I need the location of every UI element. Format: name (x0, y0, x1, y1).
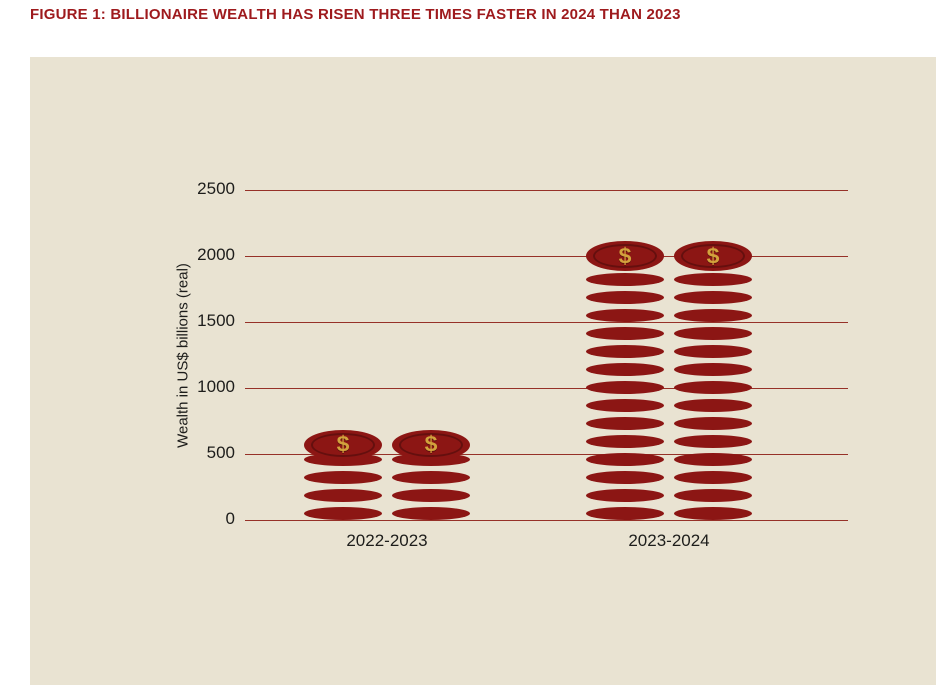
dollar-icon: $ (618, 243, 632, 268)
coin (586, 453, 664, 466)
coin (674, 435, 752, 448)
coin (586, 327, 664, 340)
coin (304, 507, 382, 520)
x-tick-label-2023-2024: 2023-2024 (628, 531, 710, 550)
coin (674, 327, 752, 340)
coin (674, 507, 752, 520)
coin (674, 291, 752, 304)
coin (586, 273, 664, 286)
coin (392, 507, 470, 520)
coin (586, 363, 664, 376)
coin-ring (399, 432, 463, 457)
chart-panel: Wealth in US$ billions (real) 2022-2023 … (30, 57, 936, 685)
dollar-icon: $ (706, 243, 720, 268)
coin (674, 399, 752, 412)
coin (586, 291, 664, 304)
coin (586, 471, 664, 484)
coin (586, 345, 664, 358)
coin-ring (311, 432, 375, 457)
gridline-1000 (245, 388, 848, 389)
coin (586, 435, 664, 448)
coin (586, 507, 664, 520)
coin-ring (681, 244, 745, 268)
y-tick-label-2500: 2500 (197, 179, 235, 198)
coin (586, 381, 664, 394)
coin-top-face: $ (586, 241, 664, 271)
coin (674, 489, 752, 502)
coin (674, 417, 752, 430)
dollar-icon: $ (424, 431, 438, 457)
x-tick-label-2022-2023: 2022-2023 (346, 531, 428, 550)
coin-stack-2023-2024-1: $ (586, 239, 664, 520)
coin-stack-2022-2023-1: $ (304, 428, 382, 520)
coin-top-face: $ (304, 429, 382, 460)
coin (586, 399, 664, 412)
gridline-0 (245, 520, 848, 521)
dollar-icon: $ (336, 431, 350, 457)
figure-title: FIGURE 1: BILLIONAIRE WEALTH HAS RISEN T… (30, 6, 681, 23)
coin (392, 471, 470, 484)
y-tick-label-0: 0 (225, 509, 235, 528)
y-axis-title: Wealth in US$ billions (real) (174, 263, 192, 448)
coin (304, 471, 382, 484)
gridline-500 (245, 454, 848, 455)
coin (674, 381, 752, 394)
gridline-2500 (245, 190, 848, 191)
gridline-2000 (245, 256, 848, 257)
gridline-1500 (245, 322, 848, 323)
coin-stack-2023-2024-2: $ (674, 239, 752, 520)
coin (586, 417, 664, 430)
coin (392, 489, 470, 502)
coin-top-face: $ (674, 241, 752, 271)
coin (674, 309, 752, 322)
y-tick-label-2000: 2000 (197, 245, 235, 264)
coin-top-face: $ (392, 429, 470, 460)
y-tick-label-500: 500 (206, 443, 235, 462)
y-tick-label-1500: 1500 (197, 311, 235, 330)
coin (674, 273, 752, 286)
coin (674, 363, 752, 376)
coin (674, 453, 752, 466)
coin (674, 471, 752, 484)
coin-stack-2022-2023-2: $ (392, 428, 470, 520)
coin (304, 489, 382, 502)
coin (674, 345, 752, 358)
coin-ring (593, 244, 657, 268)
y-tick-label-1000: 1000 (197, 377, 235, 396)
coin (586, 489, 664, 502)
chart-plot: Wealth in US$ billions (real) 2022-2023 … (30, 57, 936, 685)
coin (586, 309, 664, 322)
